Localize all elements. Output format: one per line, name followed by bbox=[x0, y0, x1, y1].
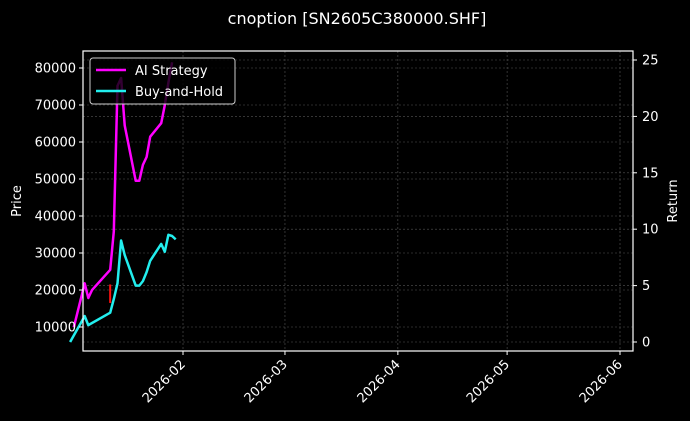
y2-tick-label: 20 bbox=[642, 110, 659, 125]
series-line bbox=[69, 233, 177, 343]
legend-label-buy-and-hold: Buy-and-Hold bbox=[135, 85, 223, 100]
y2-tick-label: 5 bbox=[642, 279, 650, 294]
y-tick-label: 20000 bbox=[35, 284, 76, 299]
y2-tick-label: 10 bbox=[642, 223, 659, 238]
x-axis: 2026-02 2026-03 2026-04 2026-05 2026-06 bbox=[140, 351, 626, 406]
y-axis-label: Price bbox=[10, 185, 25, 217]
legend-label-ai-strategy: AI Strategy bbox=[135, 64, 208, 79]
x-tick-label: 2026-05 bbox=[464, 357, 513, 406]
gridlines bbox=[83, 51, 633, 351]
y-tick-label: 40000 bbox=[35, 210, 76, 225]
y-tick-label: 60000 bbox=[35, 136, 76, 151]
y-tick-label: 80000 bbox=[35, 62, 76, 77]
x-tick-label: 2026-03 bbox=[242, 357, 291, 406]
y2-tick-label: 0 bbox=[642, 336, 650, 351]
y2-axis-label: Return bbox=[666, 179, 681, 222]
y-tick-label: 10000 bbox=[35, 321, 76, 336]
legend: AI Strategy Buy-and-Hold bbox=[89, 57, 236, 105]
y-tick-label: 30000 bbox=[35, 247, 76, 262]
x-tick-label: 2026-02 bbox=[140, 357, 189, 406]
y2-tick-label: 25 bbox=[642, 54, 659, 69]
y2-tick-label: 15 bbox=[642, 166, 659, 181]
series-line bbox=[72, 62, 174, 328]
y-tick-label: 50000 bbox=[35, 173, 76, 188]
plot-lines bbox=[69, 62, 177, 343]
x-tick-label: 2026-04 bbox=[355, 357, 404, 406]
y-tick-label: 70000 bbox=[35, 99, 76, 114]
chart-title: cnoption [SN2605C380000.SHF] bbox=[228, 9, 487, 28]
y-axis-right: 0 5 10 15 20 25 bbox=[633, 54, 659, 351]
x-tick-label: 2026-06 bbox=[577, 357, 626, 406]
y-axis-left: 10000 20000 30000 40000 50000 60000 70000 80000 bbox=[35, 62, 83, 336]
plot-frame bbox=[82, 50, 634, 352]
